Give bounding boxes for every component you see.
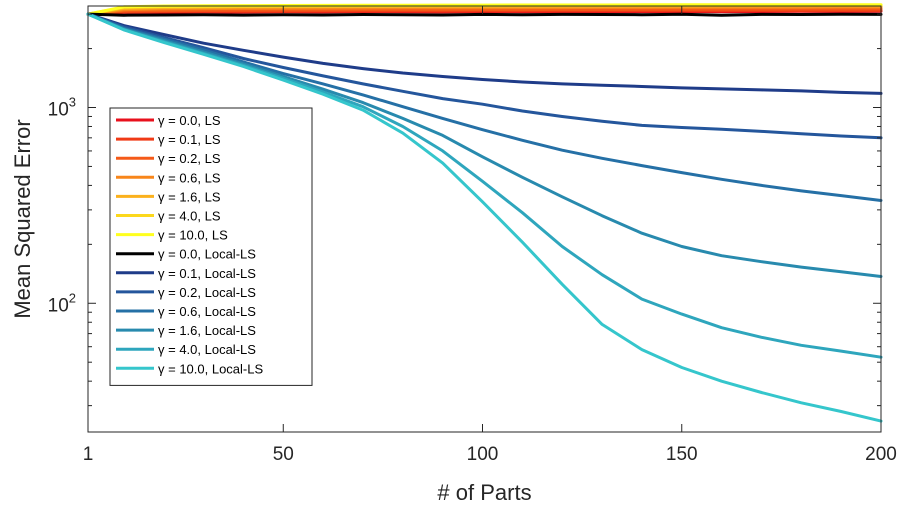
- legend-label-6: γ = 10.0, LS: [158, 228, 228, 243]
- plot-frame: [87, 5, 882, 433]
- x-tick-label-2: 100: [467, 444, 499, 465]
- legend-label-1: γ = 0.1, LS: [158, 132, 221, 147]
- legend-label-3: γ = 0.6, LS: [158, 170, 221, 185]
- x-tick-label-4: 200: [865, 444, 897, 465]
- x-axis-title: # of Parts: [437, 480, 531, 505]
- legend-label-10: γ = 0.6, Local-LS: [158, 304, 256, 319]
- series-line-8: [86, 12, 883, 95]
- legend-label-12: γ = 4.0, Local-LS: [158, 342, 256, 357]
- legend-label-7: γ = 0.0, Local-LS: [158, 247, 256, 262]
- legend-label-4: γ = 1.6, LS: [158, 189, 221, 204]
- series-line-10: [86, 12, 883, 202]
- legend-label-13: γ = 10.0, Local-LS: [158, 361, 263, 376]
- y-tick-label-1: 103: [48, 95, 76, 121]
- x-tick-label-0: 1: [83, 444, 94, 465]
- y-tick-label-0: 102: [48, 290, 76, 316]
- legend-label-8: γ = 0.1, Local-LS: [158, 266, 256, 281]
- x-tick-label-1: 50: [273, 444, 294, 465]
- y-axis-title: Mean Squared Error: [10, 119, 35, 318]
- series-line-9: [86, 12, 883, 140]
- series-line-7: [86, 12, 883, 17]
- legend-label-9: γ = 0.2, Local-LS: [158, 285, 256, 300]
- legend-label-2: γ = 0.2, LS: [158, 151, 221, 166]
- x-tick-label-3: 150: [666, 444, 698, 465]
- legend-box: [109, 107, 313, 386]
- legend-label-11: γ = 1.6, Local-LS: [158, 323, 256, 338]
- series-line-13: [86, 12, 883, 423]
- legend-label-0: γ = 0.0, LS: [158, 113, 221, 128]
- legend: γ = 0.0, LS γ = 0.1, LS γ = 0.2, LS γ = 0.6…: [109, 107, 313, 386]
- legend-label-5: γ = 4.0, LS: [158, 209, 221, 224]
